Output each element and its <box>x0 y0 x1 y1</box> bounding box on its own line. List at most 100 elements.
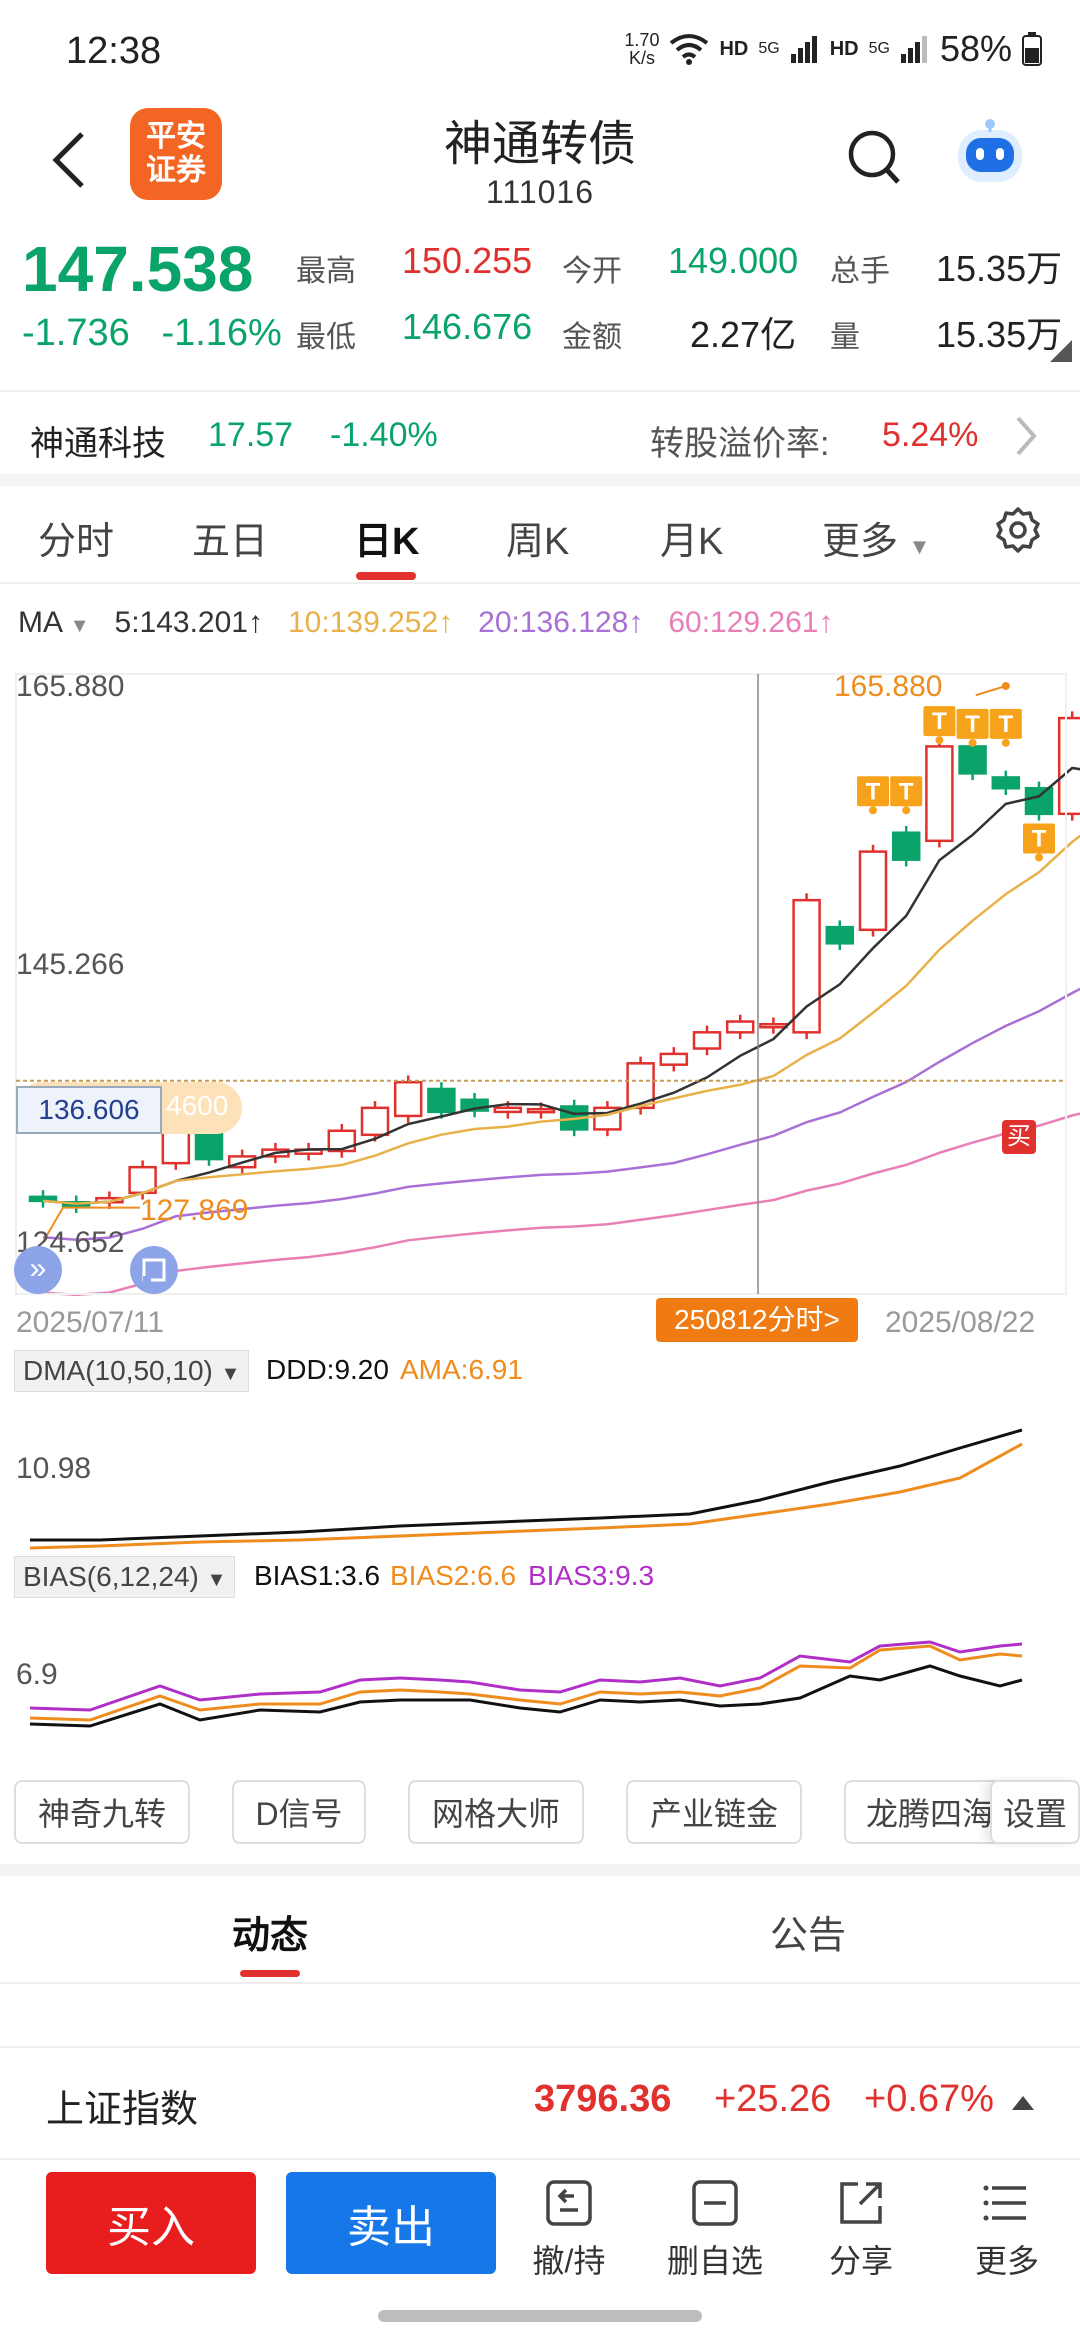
bias-selector[interactable]: BIAS(6,12,24) ▼ <box>14 1556 236 1598</box>
active-tab-indicator <box>356 572 416 580</box>
bias3-value: BIAS3:9.3 <box>528 1560 655 1591</box>
t-marker-box <box>890 776 923 807</box>
low-marker-line <box>42 1206 140 1243</box>
expand-up-icon <box>1012 2096 1034 2110</box>
buy-button[interactable]: 买入 <box>46 2172 256 2274</box>
chart-settings-gear-icon[interactable] <box>994 506 1042 554</box>
expand-corner-icon[interactable] <box>1050 340 1072 362</box>
y-axis-mid-label: 145.266 <box>16 948 125 981</box>
news-tab-indicator <box>240 1970 300 1977</box>
tab-more[interactable]: 更多 ▼ <box>822 521 931 563</box>
wifi-icon <box>670 34 709 65</box>
candle-body <box>526 1107 556 1114</box>
t-marker-box <box>857 776 889 807</box>
chart-overlays: T TT T TT <box>15 673 1067 1295</box>
index-change: +25.26 <box>714 2078 832 2120</box>
candle-body <box>958 745 987 775</box>
open-label: 今开 <box>562 255 622 288</box>
candle-body <box>493 1106 523 1114</box>
high-marker-dot <box>1001 682 1010 690</box>
t-marker-dot <box>869 806 877 815</box>
candle-body <box>659 1052 689 1066</box>
remove-watchlist-action[interactable]: 删自选 <box>660 2178 770 2282</box>
t-marker-dot <box>1035 853 1043 862</box>
price-change: -1.736 -1.16% <box>22 312 282 354</box>
crosshair-tag: 4600 <box>166 1090 229 1121</box>
bias1-value: BIAS1:3.6 <box>254 1560 381 1591</box>
stock-name: 神通科技 <box>30 425 166 463</box>
t-marker-box <box>923 706 956 737</box>
index-name: 上证指数 <box>46 2089 199 2131</box>
tool-nine-turns[interactable]: 神奇九转 <box>14 1780 190 1844</box>
section-divider <box>0 474 1080 486</box>
underlying-stock-row[interactable]: 神通科技 17.57 -1.40% 转股溢价率: 5.24% <box>0 390 1080 476</box>
amount-label: 金额 <box>562 321 622 354</box>
tab-five-day[interactable]: 五日 <box>192 521 269 563</box>
bias-chart <box>29 1640 1023 1728</box>
more-action[interactable]: 更多 <box>952 2178 1062 2282</box>
low-value: 146.676 <box>402 306 533 347</box>
assistant-robot-icon[interactable] <box>952 116 1028 192</box>
hd-badge-2: HD <box>829 37 859 60</box>
candle-body <box>360 1106 390 1137</box>
revoke-hold-action[interactable]: 撤/持 <box>514 2178 624 2282</box>
market-index-bar[interactable]: 上证指数 3796.36 +25.26 +0.67% <box>0 2046 1080 2160</box>
high-marker-label: 165.880 <box>834 670 943 703</box>
candle-body <box>427 1087 456 1114</box>
tool-settings[interactable]: 设置 <box>990 1780 1080 1844</box>
share-icon <box>840 2182 882 2224</box>
news-tabs: 动态 公告 <box>0 1876 1080 1984</box>
expand-chart-icon[interactable]: » <box>14 1246 62 1294</box>
ma10-line <box>42 834 1080 1205</box>
signal-icon <box>790 36 817 63</box>
t-marker-dot <box>935 736 944 745</box>
back-arrow-icon[interactable] <box>48 130 88 190</box>
fullscreen-icon[interactable] <box>130 1246 178 1294</box>
status-time: 12:38 <box>66 30 162 72</box>
t-marker-box <box>989 708 1022 739</box>
share-action[interactable]: 分享 <box>806 2178 916 2282</box>
t-marker-dot <box>1001 738 1010 747</box>
t-marker-text: T <box>998 711 1013 738</box>
t-marker-text: T <box>899 778 914 805</box>
page-title: 神通转债 <box>443 118 636 171</box>
t-marker-text: T <box>965 711 980 738</box>
tab-intraday[interactable]: 分时 <box>38 521 115 563</box>
low-label: 最低 <box>296 321 356 354</box>
security-code: 111016 <box>485 174 595 210</box>
candle-body <box>858 850 888 932</box>
index-value: 3796.36 <box>534 2078 672 2120</box>
tool-grid-master[interactable]: 网格大师 <box>408 1780 584 1844</box>
tool-shortcuts: 神奇九转 D信号 网格大师 产业链金 龙腾四海 设置 <box>0 1780 1080 1850</box>
tool-d-signal[interactable]: D信号 <box>232 1780 366 1844</box>
tab-weekly-k[interactable]: 周K <box>506 521 570 563</box>
t-marker-text: T <box>1032 825 1047 852</box>
chart-frame <box>15 673 1067 1295</box>
t-marker-dot <box>902 806 911 815</box>
tab-monthly-k[interactable]: 月K <box>660 521 724 563</box>
dma-selector[interactable]: DMA(10,50,10) ▼ <box>14 1350 250 1392</box>
ma-legend[interactable]: MA ▼ 5:143.201↑ 10:139.252↑ 20:136.128↑ … <box>18 606 834 639</box>
ddd-line <box>30 1428 1023 1542</box>
sell-button[interactable]: 卖出 <box>286 2172 496 2274</box>
tab-dynamics[interactable]: 动态 <box>232 1915 309 1957</box>
tab-announcements[interactable]: 公告 <box>770 1915 847 1957</box>
volume-value: 15.35万 <box>936 314 1063 355</box>
dma-ama-value: AMA:6.91 <box>400 1354 523 1385</box>
open-value: 149.000 <box>668 240 799 281</box>
cursor-date-intraday-link[interactable]: 250812分时> <box>656 1298 858 1342</box>
status-icons: 1.70 K/s HD 5G HD 5G 58% <box>624 28 1042 70</box>
candle-body <box>891 831 921 861</box>
ama-line <box>29 1442 1023 1550</box>
search-icon[interactable] <box>846 126 902 188</box>
bias3-line <box>29 1640 1023 1712</box>
section-divider-2 <box>0 1864 1080 1876</box>
tool-industry-chain[interactable]: 产业链金 <box>626 1780 802 1844</box>
high-label: 最高 <box>296 255 356 288</box>
hd-badge: HD <box>719 37 749 60</box>
tool-longteng[interactable]: 龙腾四海 <box>844 1780 1016 1844</box>
dma-y-label: 10.98 <box>16 1452 92 1485</box>
tab-daily-k[interactable]: 日K <box>354 521 420 563</box>
daily-k-chart[interactable]: T TT T TT <box>0 660 1080 1300</box>
bottom-action-bar: 买入 卖出 撤/持 删自选 分享 更多 <box>0 2158 1080 2308</box>
